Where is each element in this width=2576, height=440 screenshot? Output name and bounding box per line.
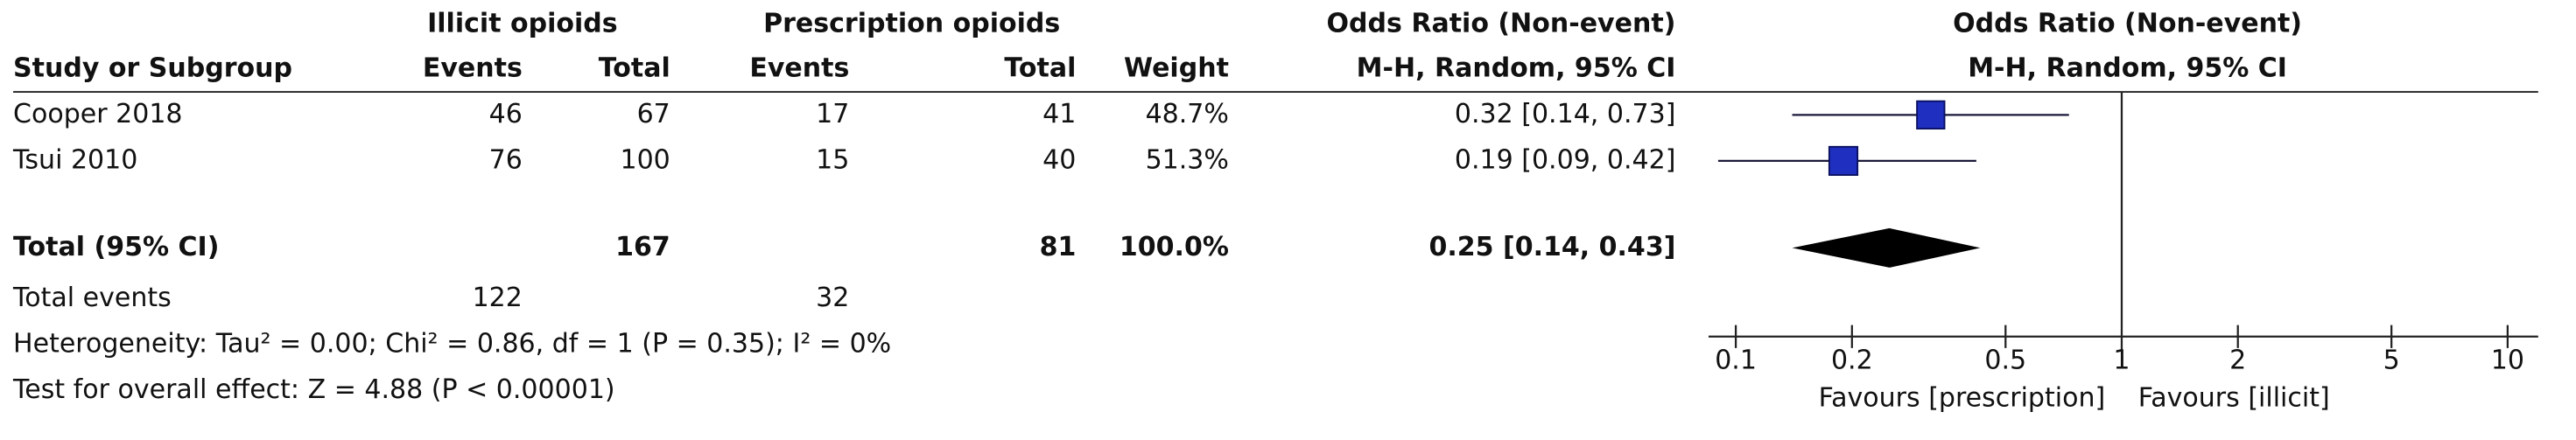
x-tick-label: 0.1: [1715, 345, 1757, 375]
group-header: Odds Ratio (Non-event): [1953, 9, 2302, 39]
column-header: Total: [1004, 52, 1076, 83]
overall-effect: Test for overall effect: Z = 4.88 (P < 0…: [12, 374, 615, 405]
x-tick-label: 5: [2383, 345, 2400, 375]
total: 100: [621, 144, 670, 175]
x-tick-label: 10: [2491, 345, 2524, 375]
study-square: [1828, 145, 1859, 177]
x-tick-label: 1: [2113, 345, 2130, 375]
column-header: M-H, Random, 95% CI: [1357, 52, 1676, 83]
group-header: Prescription opioids: [763, 9, 1060, 39]
total: 40: [1042, 144, 1076, 175]
total: 81: [1040, 232, 1077, 262]
x-label-left: Favours [prescription]: [1819, 383, 2106, 414]
study-square: [1916, 100, 1946, 130]
summary-diamond: [1792, 227, 1981, 268]
weight: 48.7%: [1146, 99, 1229, 129]
column-header: Study or Subgroup: [13, 52, 292, 83]
odds-ratio-ci: 0.32 [0.14, 0.73]: [1455, 99, 1676, 129]
heterogeneity: Heterogeneity: Tau² = 0.00; Chi² = 0.86,…: [13, 329, 891, 360]
weight: 51.3%: [1146, 144, 1229, 175]
study-name: Tsui 2010: [12, 144, 137, 175]
events: 17: [816, 99, 849, 129]
group-header: Odds Ratio (Non-event): [1327, 9, 1676, 39]
total: 67: [637, 99, 670, 129]
column-header: Weight: [1124, 52, 1229, 83]
odds-ratio-ci: 0.19 [0.09, 0.42]: [1455, 144, 1676, 175]
weight: 100.0%: [1120, 232, 1229, 262]
x-tick-label: 2: [2229, 345, 2246, 375]
total: 167: [615, 232, 670, 262]
odds-ratio-ci: 0.25 [0.14, 0.43]: [1429, 232, 1676, 262]
group-header: Illicit opioids: [427, 9, 618, 39]
column-header: Events: [749, 52, 849, 83]
events: 32: [816, 283, 849, 313]
column-header: Total: [599, 52, 670, 83]
events: 122: [473, 283, 523, 313]
study-name: Cooper 2018: [13, 99, 182, 129]
x-tick-label: 0.5: [1984, 345, 2026, 375]
events: 76: [489, 144, 523, 175]
x-label-right: Favours [illicit]: [2138, 383, 2330, 414]
column-header: M-H, Random, 95% CI: [1968, 52, 2287, 83]
events: 15: [816, 144, 849, 175]
total: 41: [1042, 99, 1076, 129]
events: 46: [489, 99, 523, 129]
total-events-label: Total events: [12, 283, 172, 313]
x-tick-label: 0.2: [1831, 345, 1873, 375]
total-label: Total (95% CI): [13, 232, 219, 262]
column-header: Events: [423, 52, 523, 83]
